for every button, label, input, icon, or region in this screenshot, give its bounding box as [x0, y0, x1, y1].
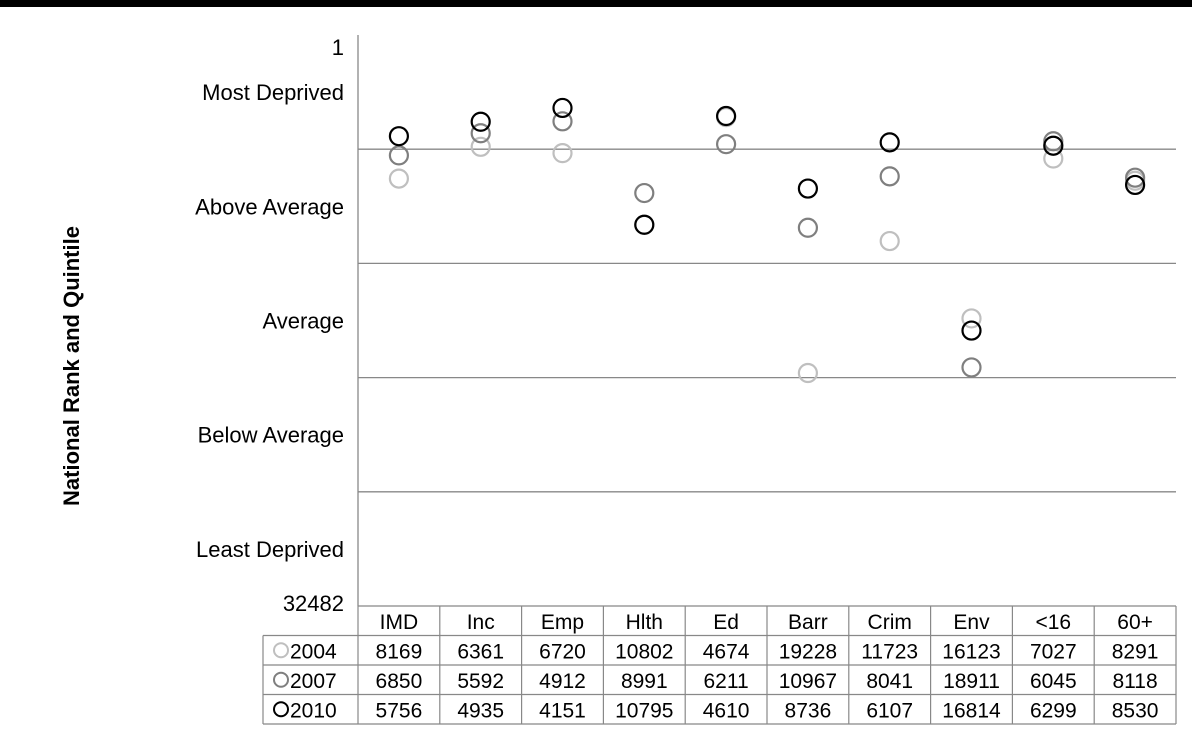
table-value-cell: 8736: [785, 699, 832, 722]
table-header-cell: 60+: [1117, 611, 1153, 634]
table-value-cell: 10802: [615, 640, 673, 663]
table-value-cell: 4674: [703, 640, 750, 663]
legend-series-name: 2007: [290, 670, 337, 693]
data-point-2007: [879, 166, 900, 187]
data-point-2004: [470, 136, 491, 157]
table-value-cell: 19228: [779, 640, 837, 663]
quintile-label: Most Deprived: [202, 80, 344, 105]
table-header-cell: Hlth: [626, 611, 663, 634]
table-value-cell: 8291: [1112, 640, 1159, 663]
table-value-cell: 5592: [457, 670, 504, 693]
table-value-cell: 7027: [1030, 640, 1077, 663]
y-top-label: 1: [332, 35, 344, 60]
data-point-2004: [961, 308, 982, 329]
data-point-2010: [715, 105, 737, 127]
table-value-cell: 6211: [704, 670, 749, 693]
data-table: IMD Inc Emp Hlth Ed Barr Crim Env <16 60+ 2004 8169…: [262, 605, 1177, 725]
legend-marker-2010: [273, 701, 289, 718]
table-value-cell: 4151: [539, 699, 586, 722]
table-value-cell: 5756: [376, 699, 423, 722]
data-point-2004: [797, 362, 819, 384]
table-value-cell: 6361: [457, 640, 504, 663]
data-point-2010: [1043, 135, 1064, 156]
table-value-cell: 11723: [861, 640, 918, 663]
data-point-2010: [388, 126, 409, 147]
quintile-label: Below Average: [198, 423, 344, 448]
table-header-cell: Emp: [541, 611, 584, 634]
data-point-2007: [715, 134, 737, 155]
table-header-cell: Ed: [713, 611, 739, 634]
data-point-2004: [879, 230, 900, 252]
legend-series-name: 2010: [290, 699, 337, 722]
table-value-cell: 8169: [376, 640, 423, 663]
quintile-label: Above Average: [195, 194, 344, 219]
legend-marker-2007: [273, 671, 289, 688]
table-header-cell: IMD: [380, 611, 419, 634]
table-header-cell: Inc: [467, 611, 495, 634]
data-point-2007: [388, 145, 409, 166]
data-point-2010: [1124, 174, 1146, 196]
data-point-2010: [552, 97, 573, 119]
data-point-2007: [634, 182, 655, 204]
data-point-2010: [634, 214, 655, 235]
data-points: [388, 97, 1146, 384]
data-point-2007: [470, 123, 491, 144]
table-value-cell: 4610: [703, 699, 750, 722]
table-value-cell: 8118: [1113, 670, 1158, 693]
table-header-cell: <16: [1035, 611, 1071, 634]
top-border-bar: [0, 0, 1192, 7]
data-point-2007: [797, 217, 819, 238]
data-point-2010: [797, 178, 819, 199]
table-value-cell: 4912: [539, 670, 586, 693]
table-value-cell: 6045: [1030, 670, 1077, 693]
table-header-cell: Env: [953, 611, 990, 634]
legend-series-name: 2004: [290, 640, 337, 663]
table-value-cell: 6107: [866, 699, 913, 722]
table-value-cell: 6850: [376, 670, 423, 693]
data-point-2004: [552, 143, 573, 164]
data-point-2007: [961, 357, 982, 378]
legend-marker-2004: [273, 642, 289, 659]
table-value-cell: 10967: [779, 670, 837, 693]
data-point-2004: [388, 168, 409, 189]
quintile-labels: Most Deprived Above Average Average Below A…: [195, 80, 344, 562]
data-point-2010: [879, 132, 900, 153]
data-point-2007: [1124, 167, 1146, 188]
y-bottom-label: 32482: [283, 591, 344, 616]
table-header-cell: Crim: [868, 611, 912, 634]
y-axis-title: National Rank and Quintile: [59, 226, 84, 506]
table-header-cell: Barr: [788, 611, 828, 634]
table-value-cell: 8041: [866, 670, 913, 693]
table-value-cell: 6299: [1030, 699, 1077, 722]
table-value-cell: 18911: [943, 670, 1000, 693]
table-value-cell: 16814: [942, 699, 1001, 722]
data-point-2007: [1043, 131, 1064, 152]
data-point-2007: [552, 111, 573, 132]
table-value-cell: 4935: [457, 699, 504, 722]
quintile-gridlines: [358, 148, 1176, 493]
table-value-cell: 6720: [539, 640, 586, 663]
data-point-2010: [470, 111, 491, 132]
table-value-cell: 8991: [621, 670, 668, 693]
table-value-cell: 10795: [615, 699, 673, 722]
quintile-label: Least Deprived: [196, 537, 344, 562]
table-value-cell: 8530: [1112, 699, 1159, 722]
data-point-2010: [961, 320, 982, 341]
quintile-label: Average: [262, 309, 344, 334]
table-value-cell: 16123: [942, 640, 1000, 663]
